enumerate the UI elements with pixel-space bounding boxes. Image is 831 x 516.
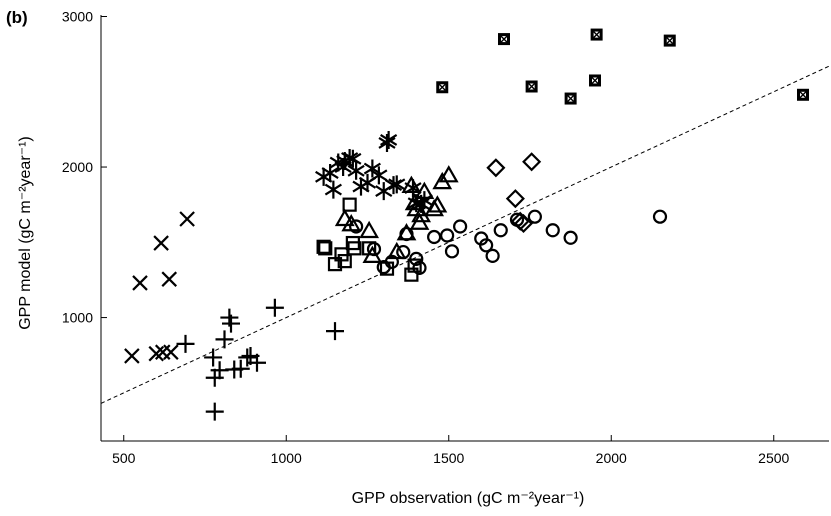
series-diamond [486,152,542,234]
data-point-asterisk [404,179,422,198]
data-point-square [347,241,362,256]
data-point-x [163,344,179,360]
series-boxed-x [436,28,809,105]
data-point-triangle [427,195,448,213]
data-point-asterisk [388,175,406,194]
data-point-x [132,275,148,291]
data-point-plus [231,359,250,378]
data-point-circle [493,223,508,238]
data-point-square [342,197,357,212]
data-point-circle [366,241,382,257]
series-plus [176,298,344,421]
data-point-x [153,235,169,251]
data-point-diamond [513,213,534,234]
reference-line [101,65,829,404]
data-point-asterisk [375,182,393,201]
data-point-triangle [362,245,383,263]
data-point-plus [222,314,240,333]
data-point-circle [652,209,668,224]
data-point-asterisk [378,133,396,152]
data-point-square [404,267,419,282]
data-point-circle [485,248,500,263]
data-point-asterisk [370,166,388,185]
data-point-circle [453,219,468,234]
data-point-asterisk [380,130,398,149]
data-point-plus [238,348,257,367]
series-triangle [334,165,459,263]
x-tick-label: 1000 [271,450,302,466]
data-point-asterisk [324,180,342,199]
y-tick-label: 3000 [62,9,93,25]
data-point-square [316,239,331,254]
data-point-asterisk [344,149,362,168]
data-point-asterisk [347,161,365,180]
data-point-triangle [411,204,432,223]
y-axis-title: GPP model (gC m⁻²year⁻¹) [17,136,34,330]
data-point-square [318,241,333,256]
data-point-circle [349,219,364,234]
y-tick-label: 2000 [62,159,93,175]
data-point-circle [527,209,542,224]
data-point-triangle [438,165,459,183]
data-point-diamond [486,158,506,178]
data-point-plus [205,402,224,421]
data-point-plus [265,298,284,317]
data-point-circle [545,223,560,238]
data-point-plus [176,334,195,353]
data-point-circle [444,244,460,259]
data-point-circle [427,229,442,245]
data-point-boxed-x [525,80,538,93]
data-point-boxed-x [663,34,676,47]
data-point-circle [440,228,455,243]
data-point-triangle [396,223,417,241]
panel-label: (b) [6,8,28,27]
x-tick-label: 2500 [758,450,789,466]
data-point-circle [384,254,399,269]
data-point-asterisk [415,191,433,210]
data-point-plus [248,353,266,372]
plot-area [100,15,829,442]
data-point-boxed-x [590,28,603,41]
series-x [124,211,195,364]
data-point-boxed-x [498,33,510,46]
data-point-boxed-x [436,81,449,94]
data-point-triangle [386,241,407,260]
data-point-triangle [341,214,362,232]
x-axis-ticks: 500 1000 1500 2000 2500 [112,435,790,466]
series-circle [349,209,668,275]
data-point-circle [409,251,424,266]
data-point-circle [479,238,494,253]
x-tick-label: 1500 [433,450,464,466]
data-point-boxed-x [564,92,577,105]
x-tick-label: 2000 [596,450,627,466]
data-point-plus [215,330,234,349]
y-tick-label: 1000 [62,310,93,326]
data-point-square [337,254,352,269]
data-point-triangle [334,208,355,227]
data-point-plus [326,322,344,341]
y-axis-ticks: 1000 2000 3000 [62,9,107,326]
data-point-x [161,271,178,287]
data-point-boxed-x [797,88,809,101]
data-point-plus [205,368,224,387]
x-axis-title: GPP observation (gC m⁻²year⁻¹) [352,490,585,507]
data-point-diamond [505,189,525,209]
data-point-diamond [522,152,542,172]
series-asterisk [315,130,433,213]
x-tick-label: 500 [112,450,136,466]
data-point-x [124,348,140,364]
data-point-circle [563,230,578,245]
data-point-plus [204,348,223,367]
data-point-asterisk [363,159,381,178]
data-point-circle [412,260,427,275]
data-point-boxed-x [589,74,601,87]
data-point-x [179,211,195,227]
data-point-triangle [359,220,380,239]
